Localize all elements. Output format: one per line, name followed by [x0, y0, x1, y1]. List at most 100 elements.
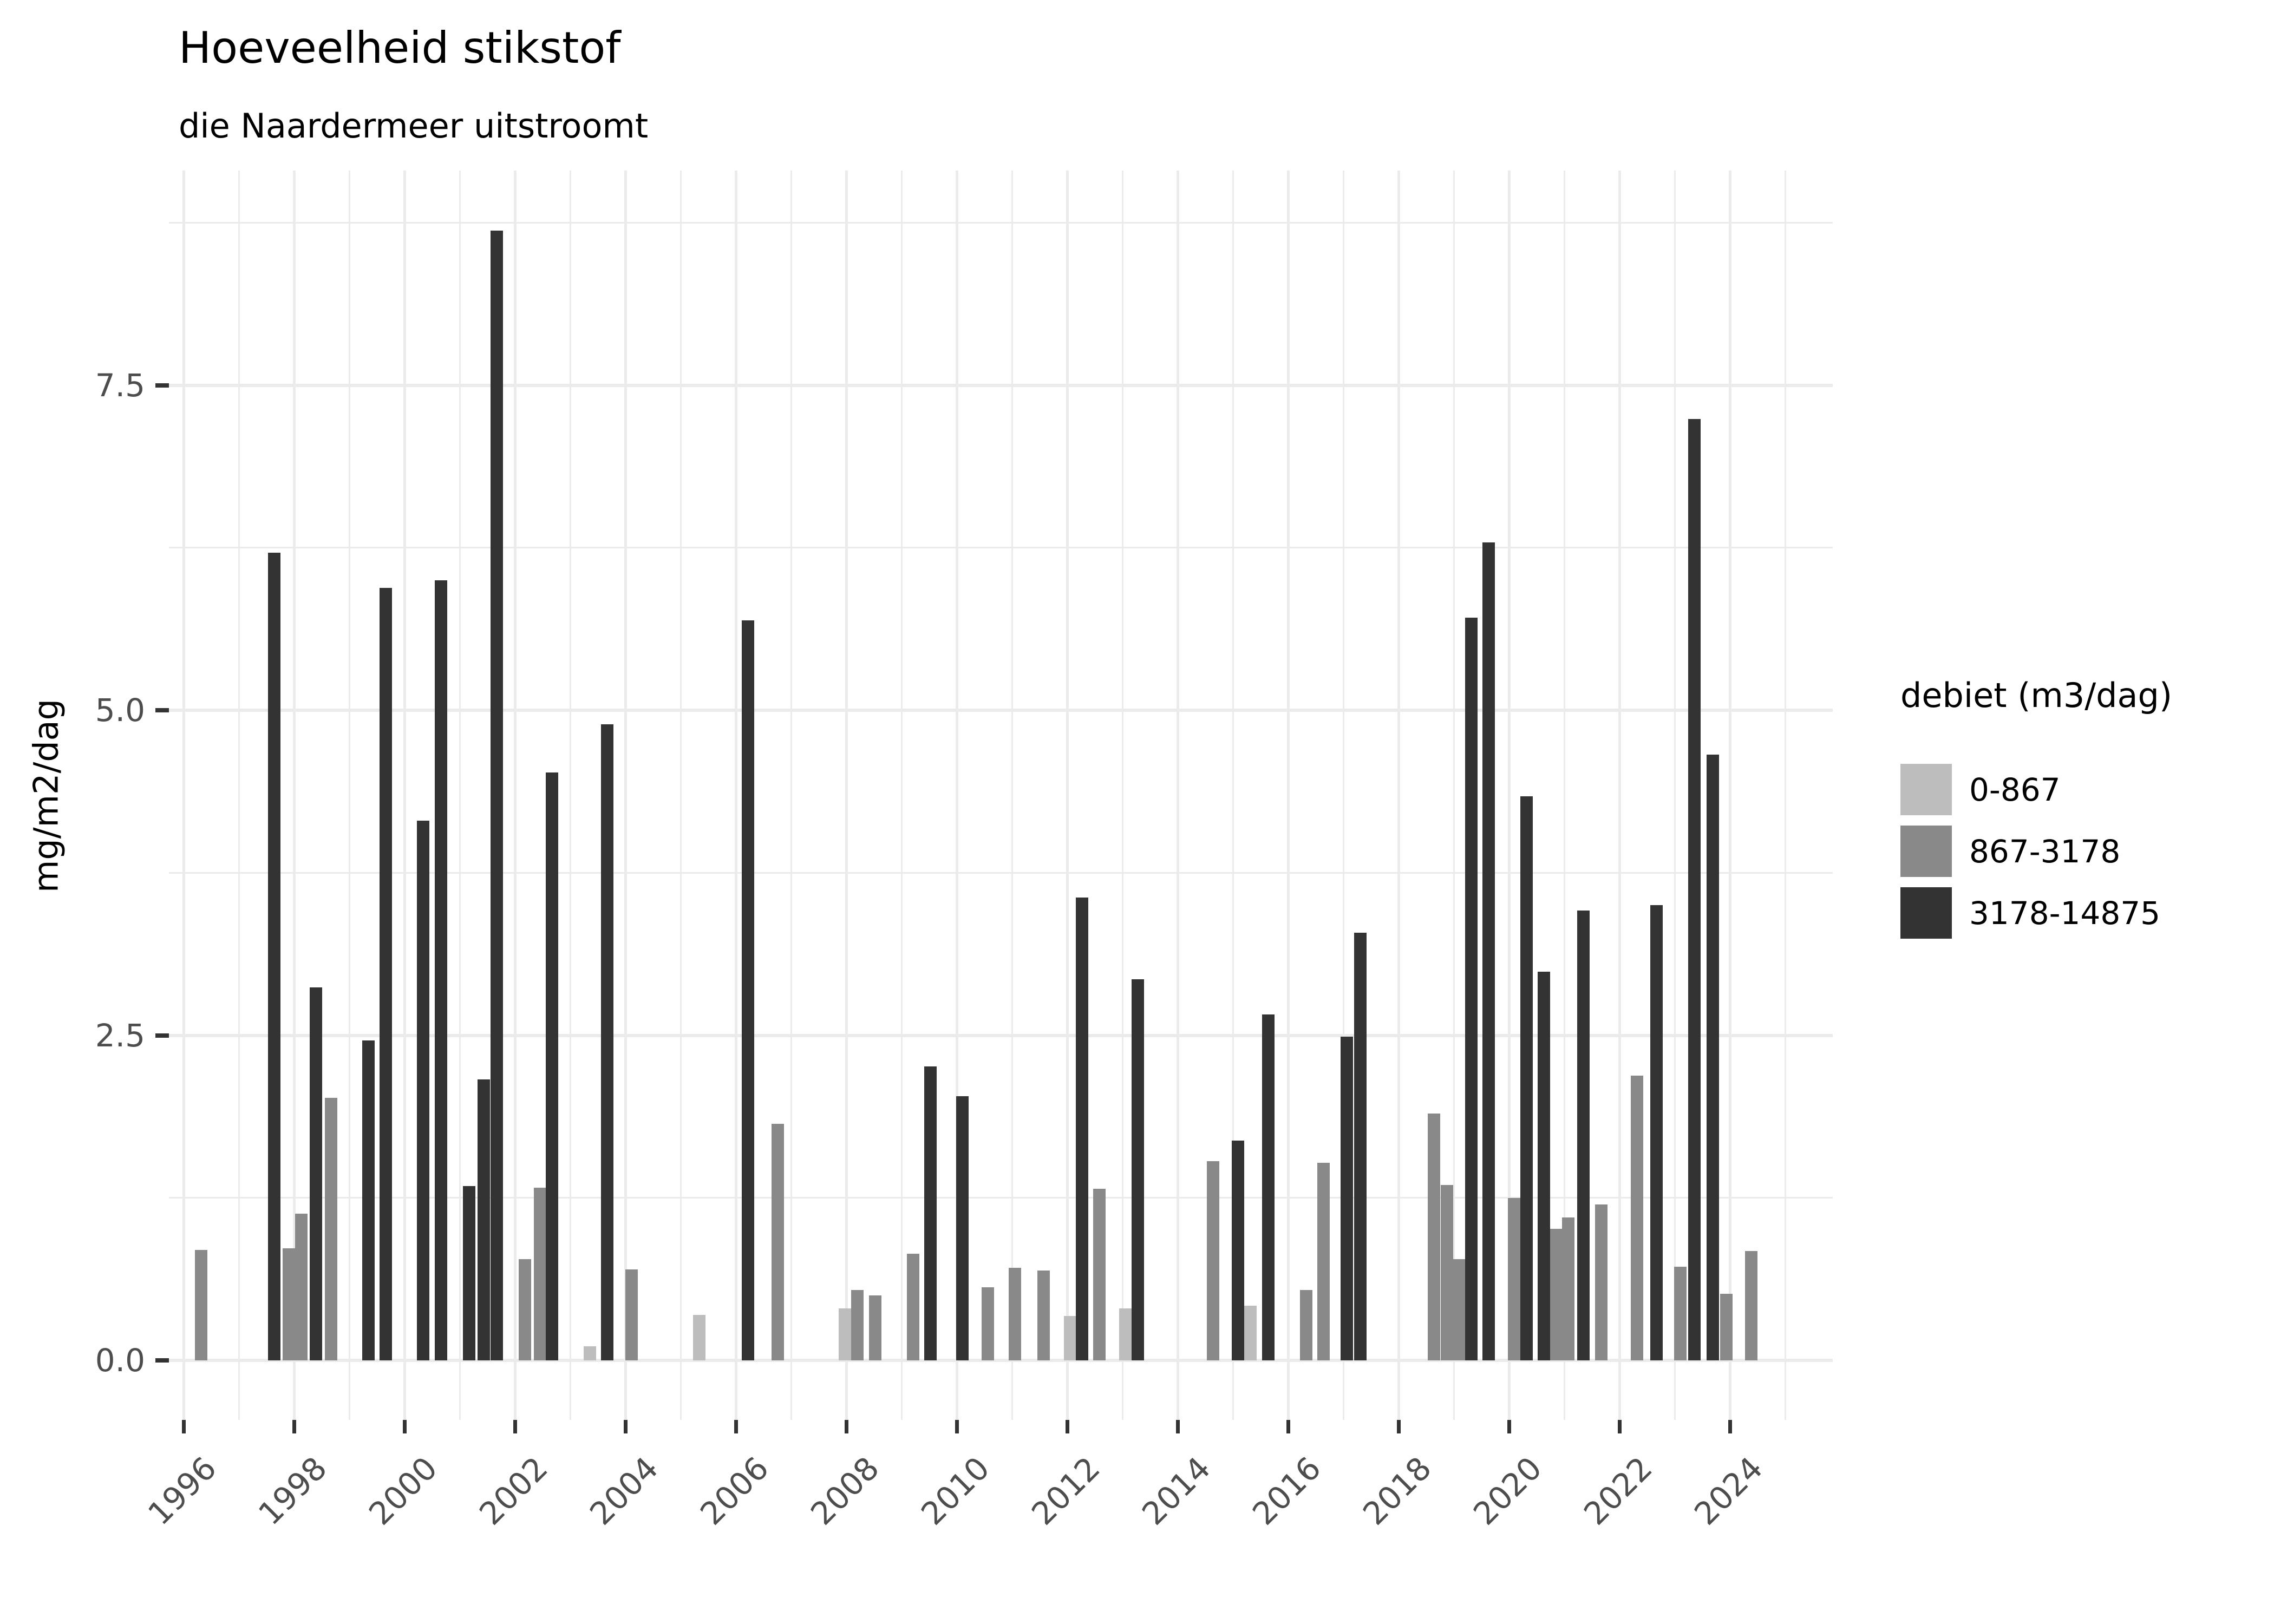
x-tick-mark [734, 1420, 738, 1433]
y-tick-mark [155, 1033, 169, 1038]
chart-title: Hoeveelheid stikstof [179, 23, 621, 73]
bar [742, 620, 755, 1360]
bar [1688, 418, 1701, 1360]
bar [1262, 1014, 1275, 1360]
gridline-minor-vertical [1232, 171, 1234, 1420]
x-tick-mark [1176, 1420, 1180, 1433]
x-tick-label: 2000 [362, 1450, 445, 1533]
bar [362, 1040, 375, 1360]
y-tick-label: 5.0 [95, 692, 145, 729]
bar [546, 772, 559, 1360]
legend-item: 3178-14875 [1900, 887, 2172, 939]
bar [1064, 1316, 1077, 1360]
bar [601, 724, 614, 1360]
x-tick-mark [403, 1420, 407, 1433]
gridline-minor-vertical [1122, 171, 1123, 1420]
legend-label: 0-867 [1969, 771, 2061, 808]
bar [838, 1308, 851, 1360]
bar [477, 1079, 490, 1360]
legend-items: 0-867 867-3178 3178-14875 [1900, 764, 2172, 939]
x-tick-label: 2002 [472, 1450, 555, 1533]
bar [1595, 1204, 1608, 1360]
legend-swatch-0-867 [1900, 764, 1952, 815]
legend-item: 0-867 [1900, 764, 2172, 815]
x-tick-label: 2024 [1687, 1450, 1770, 1533]
gridline-minor-horizontal [169, 1197, 1833, 1199]
gridline-minor-vertical [1011, 171, 1013, 1420]
bar [463, 1186, 476, 1360]
bar [1744, 1251, 1757, 1360]
legend-item: 867-3178 [1900, 826, 2172, 877]
gridline-minor-vertical [570, 171, 571, 1420]
x-tick-mark [1618, 1420, 1622, 1433]
y-tick-label: 7.5 [95, 366, 145, 404]
bar [1317, 1162, 1330, 1360]
gridline-major-vertical [293, 171, 296, 1420]
chart-subtitle: die Naardermeer uitstroomt [179, 106, 649, 146]
gridline-minor-vertical [238, 171, 240, 1420]
bar [1707, 754, 1720, 1360]
bar [907, 1254, 920, 1360]
gridline-major-vertical [1397, 171, 1400, 1420]
x-tick-label: 2012 [1024, 1450, 1107, 1533]
gridline-minor-vertical [1343, 171, 1344, 1420]
bar [1428, 1113, 1441, 1360]
bar [1508, 1197, 1521, 1360]
bar [282, 1248, 295, 1360]
bar [435, 580, 448, 1360]
bar [416, 821, 429, 1360]
legend-swatch-3178-14875 [1900, 887, 1952, 939]
x-tick-label: 2006 [693, 1450, 776, 1533]
gridline-major-vertical [1508, 171, 1511, 1420]
x-tick-mark [1728, 1420, 1732, 1433]
bar [625, 1269, 638, 1360]
gridline-minor-vertical [790, 171, 792, 1420]
y-tick-mark [155, 383, 169, 388]
bar [1550, 1229, 1563, 1360]
gridline-major-vertical [1066, 171, 1069, 1420]
x-tick-label: 2008 [803, 1450, 886, 1533]
x-tick-mark [955, 1420, 959, 1433]
bar [380, 588, 393, 1360]
gridline-minor-vertical [901, 171, 903, 1420]
bar [1354, 932, 1367, 1360]
legend-label: 3178-14875 [1969, 894, 2161, 932]
bar [851, 1290, 864, 1360]
gridline-major-vertical [956, 171, 958, 1420]
bar [1577, 910, 1590, 1360]
bar [1453, 1259, 1466, 1360]
gridline-major-horizontal [169, 1359, 1833, 1362]
x-tick-mark [292, 1420, 296, 1433]
y-tick-mark [155, 708, 169, 712]
gridline-minor-vertical [349, 171, 350, 1420]
bar [1630, 1075, 1643, 1360]
bar [1720, 1294, 1733, 1360]
bar [583, 1346, 596, 1360]
x-tick-mark [513, 1420, 517, 1433]
gridline-minor-vertical [1453, 171, 1455, 1420]
gridline-major-vertical [1177, 171, 1179, 1420]
bar [519, 1259, 532, 1360]
gridline-minor-vertical [459, 171, 461, 1420]
bar [1562, 1217, 1575, 1360]
plot-panel [169, 171, 1833, 1420]
x-tick-mark [1507, 1420, 1511, 1433]
x-tick-label: 2016 [1245, 1450, 1328, 1533]
gridline-major-vertical [1287, 171, 1290, 1420]
gridline-minor-horizontal [169, 221, 1833, 224]
y-axis-title: mg/m2/dag [26, 698, 66, 893]
gridline-major-vertical [1729, 171, 1731, 1420]
bar [1538, 971, 1551, 1360]
x-tick-mark [1286, 1420, 1290, 1433]
bar [1009, 1268, 1022, 1360]
gridline-major-horizontal [169, 1033, 1833, 1037]
bar [1037, 1271, 1050, 1360]
x-tick-label: 1996 [141, 1450, 224, 1533]
x-tick-label: 2004 [583, 1450, 665, 1533]
bar [1440, 1184, 1453, 1360]
gridline-minor-vertical [680, 171, 682, 1420]
gridline-major-vertical [735, 171, 737, 1420]
x-tick-mark [845, 1420, 848, 1433]
bar [1299, 1290, 1312, 1360]
